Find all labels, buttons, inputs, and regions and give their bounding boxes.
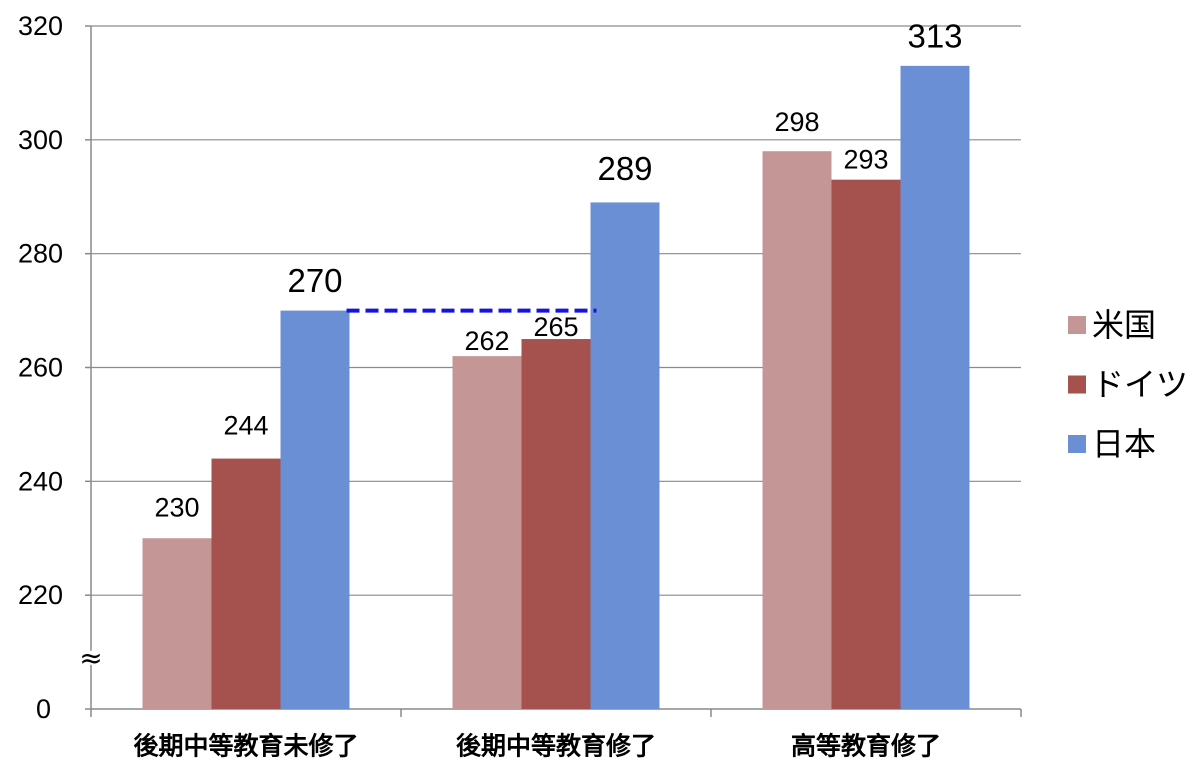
data-labels: 230 262 298 244 265 293 270 289 313 xyxy=(154,17,962,522)
legend-swatch-japan xyxy=(1068,435,1086,453)
bar-japan-below-upper-secondary xyxy=(280,310,350,709)
bar-germany-tertiary xyxy=(831,179,901,710)
category-label-below-upper-secondary: 後期中等教育未修了 xyxy=(133,732,358,761)
bar-us-upper-secondary xyxy=(452,356,522,709)
data-label-japan-below-upper-secondary: 270 xyxy=(287,262,342,299)
y-tick-label: 300 xyxy=(18,125,63,155)
bar-us-tertiary xyxy=(762,151,832,709)
category-labels: 後期中等教育未修了 後期中等教育修了 高等教育修了 xyxy=(133,732,941,761)
y-tick-label: 240 xyxy=(18,466,63,496)
y-tick-label: 280 xyxy=(18,239,63,269)
data-label-us-below-upper-secondary: 230 xyxy=(154,492,199,522)
data-label-us-upper-secondary: 262 xyxy=(464,326,509,356)
y-tick-label: 320 xyxy=(18,11,63,41)
data-label-germany-upper-secondary: 265 xyxy=(533,312,578,342)
data-label-us-tertiary: 298 xyxy=(774,107,819,137)
bar-us-below-upper-secondary xyxy=(142,538,212,709)
data-label-japan-tertiary: 313 xyxy=(907,17,962,54)
data-label-germany-tertiary: 293 xyxy=(843,145,888,175)
y-tick-label: 220 xyxy=(18,580,63,610)
axis-break-mask xyxy=(83,650,99,665)
legend-label-germany: ドイツ xyxy=(1092,366,1188,404)
axes: 0 220 240 260 280 300 320 ≈ xyxy=(18,11,1022,724)
data-label-japan-upper-secondary: 289 xyxy=(597,150,652,187)
bar-japan-tertiary xyxy=(900,65,970,709)
bar-germany-below-upper-secondary xyxy=(211,458,281,709)
legend-label-japan: 日本 xyxy=(1092,425,1156,463)
legend-label-us: 米国 xyxy=(1092,306,1156,344)
bars xyxy=(142,65,970,710)
legend-swatch-us xyxy=(1068,316,1086,334)
bar-japan-upper-secondary xyxy=(590,202,660,710)
legend-swatch-germany xyxy=(1068,375,1086,394)
category-label-tertiary: 高等教育修了 xyxy=(791,732,941,761)
y-tick-label: 260 xyxy=(18,353,63,383)
bar-germany-upper-secondary xyxy=(521,339,591,709)
axis-break-symbol: ≈ xyxy=(79,641,102,674)
category-label-upper-secondary: 後期中等教育修了 xyxy=(456,732,656,761)
data-label-germany-below-upper-secondary: 244 xyxy=(223,411,268,441)
y-tick-label: 0 xyxy=(36,694,51,724)
